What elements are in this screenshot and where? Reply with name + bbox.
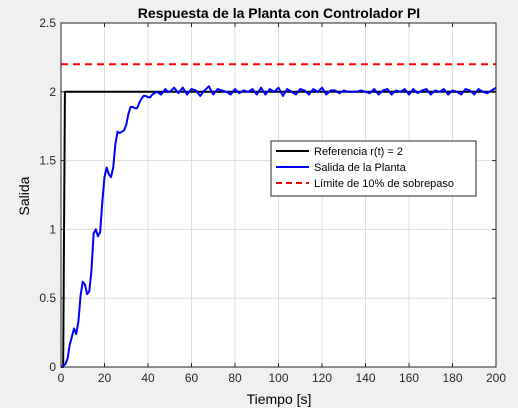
- x-tick-label-0: 0: [58, 371, 65, 385]
- legend-label-plant-output: Salida de la Planta: [314, 162, 407, 174]
- y-tick-label-0: 0: [49, 360, 56, 374]
- plant-output-line: [60, 85, 497, 368]
- x-tick-label-4: 80: [228, 371, 242, 385]
- y-tick-label-1: 0.5: [39, 291, 56, 305]
- x-tick-label-10: 200: [486, 371, 506, 385]
- x-tick-label-6: 120: [312, 371, 332, 385]
- x-tick-label-1: 20: [98, 371, 112, 385]
- x-tick-label-3: 60: [185, 371, 199, 385]
- legend-label-reference: Referencia r(t) = 2: [314, 146, 403, 158]
- x-tick-label-2: 40: [141, 371, 155, 385]
- x-tick-label-8: 160: [399, 371, 419, 385]
- y-tick-label-5: 2.5: [39, 16, 56, 30]
- legend[interactable]: Referencia r(t) = 2 Salida de la Planta Lí…: [270, 140, 477, 197]
- ticks: 0 20 40 60 80 100 120 140 160 180 200 0 0.5 1 1.5 2 2.5: [39, 16, 506, 385]
- legend-label-overshoot-limit: Límite de 10% de sobrepaso: [314, 178, 454, 190]
- y-tick-label-3: 1.5: [39, 154, 56, 168]
- plot-area: 0 20 40 60 80 100 120 140 160 180 200 0 0.5 1 1.5 2 2.5: [39, 16, 506, 385]
- chart-title: Respuesta de la Planta con Controlador P…: [138, 5, 420, 21]
- y-tick-label-4: 2: [49, 85, 56, 99]
- y-axis-label: Salida: [16, 176, 32, 215]
- x-tick-label-5: 100: [268, 371, 288, 385]
- x-tick-label-9: 180: [442, 371, 462, 385]
- y-tick-label-2: 1: [49, 222, 56, 236]
- x-tick-label-7: 140: [355, 371, 375, 385]
- x-axis-label: Tiempo [s]: [247, 391, 312, 407]
